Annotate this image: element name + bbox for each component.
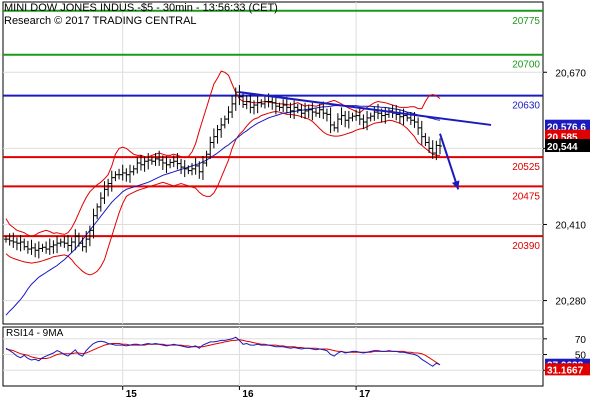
level-label-20475: 20475 (512, 191, 540, 202)
level-label-20630: 20630 (512, 101, 540, 112)
x-tick-label-16: 16 (242, 389, 254, 400)
rsi-tick-label-50: 50 (575, 351, 587, 362)
value-box-20,544 (545, 139, 590, 153)
y-tick-label-20410: 20,410 (555, 220, 586, 231)
value-box-label-20,585: 20,585 (547, 133, 578, 144)
level-label-20525: 20525 (512, 162, 540, 173)
chart-title: MINI DOW JONES INDUS.-$5 - 30min - 13:56… (4, 2, 278, 14)
forecast-arrow-shaft (439, 133, 460, 190)
level-label-20775: 20775 (512, 16, 540, 27)
value-box-label-20,544: 20,544 (547, 142, 578, 153)
rsi-title: RSI14 - 9MA (6, 328, 64, 339)
rsi-ma-line (5, 339, 441, 366)
rsi-line (5, 336, 441, 367)
chart-copyright: Research © 2017 TRADING CENTRAL (4, 15, 197, 27)
moving-average-line (5, 105, 441, 316)
price-panel-frame (2, 1, 544, 325)
x-tick-label-17: 17 (359, 389, 371, 400)
rsi-tick-label-70: 70 (575, 335, 587, 346)
resistance-trendline (239, 91, 492, 126)
rsi-value-label-31.1667: 31.1667 (547, 365, 584, 376)
y-tick-label-20670: 20,670 (555, 68, 586, 79)
bollinger-lower-line (5, 110, 440, 276)
forecast-arrow-head (451, 180, 460, 190)
bollinger-upper-line (5, 70, 441, 237)
value-box-label-20,576.6: 20,576.6 (547, 123, 586, 134)
y-tick-label-20280: 20,280 (555, 297, 586, 308)
level-label-20390: 20390 (512, 241, 540, 252)
rsi-value-box-31.1667 (545, 363, 590, 376)
level-label-20700: 20700 (512, 60, 540, 71)
value-box-20,576.6 (545, 119, 590, 133)
rsi-panel-frame (2, 326, 544, 387)
x-tick-label-15: 15 (126, 389, 138, 400)
